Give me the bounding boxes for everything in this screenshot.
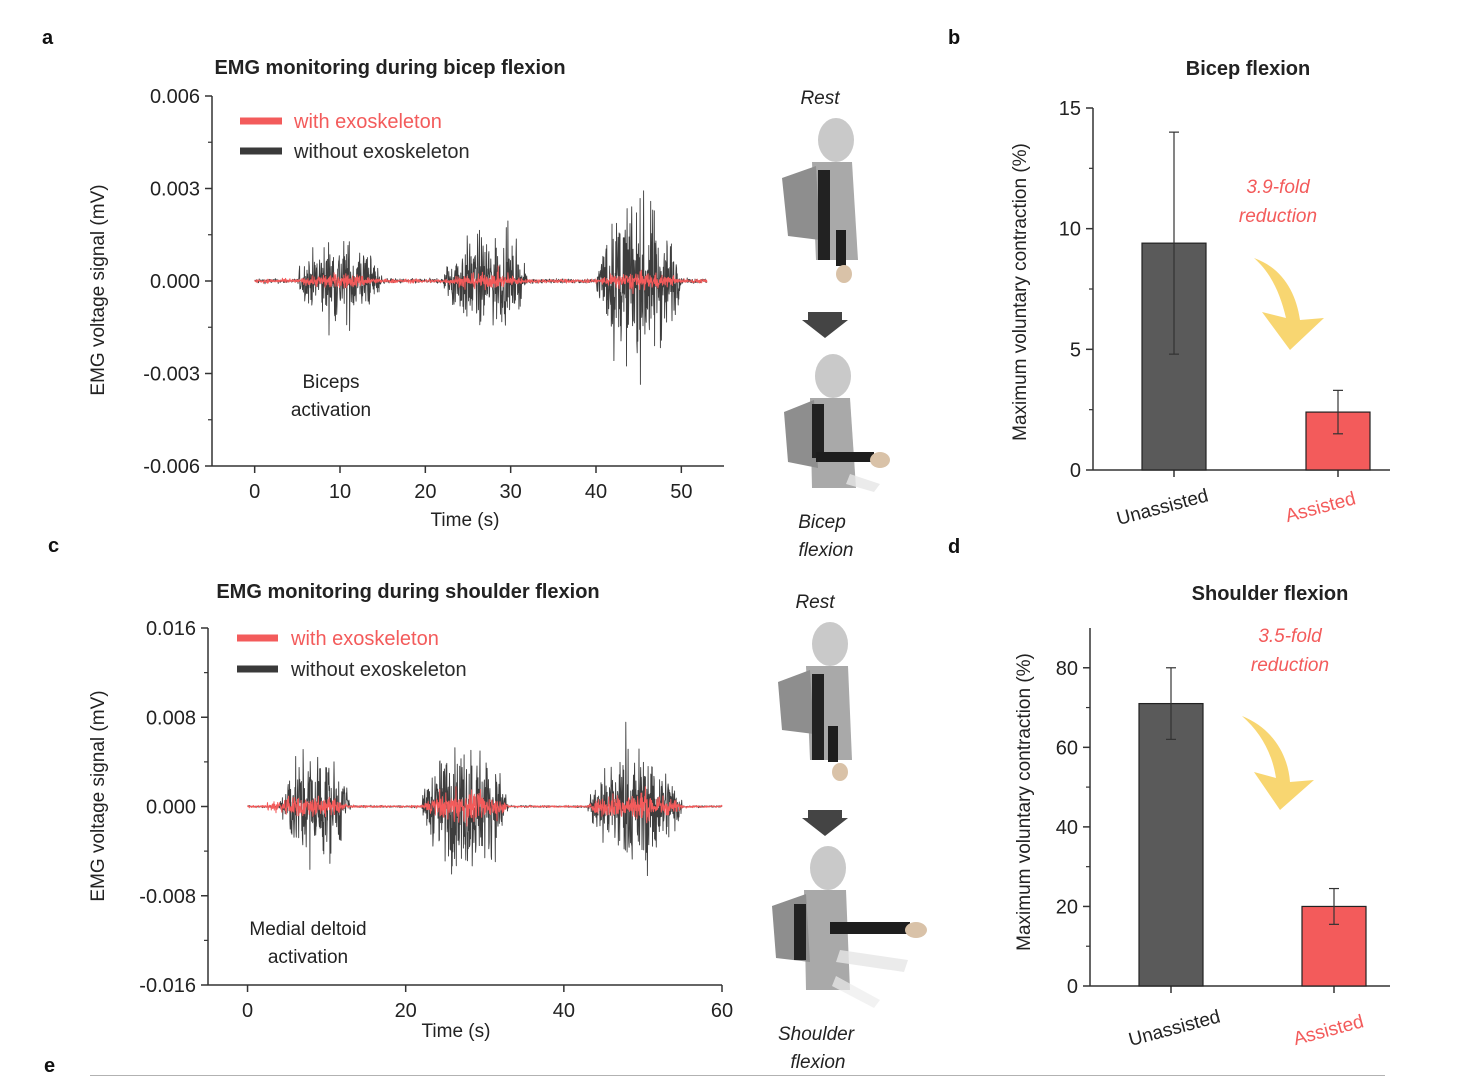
y-tick-label: 60 xyxy=(1056,737,1078,759)
panel-b-reduction-arrow-icon xyxy=(1254,258,1324,350)
x-tick-label: 0 xyxy=(242,1000,253,1022)
panel-a-title: EMG monitoring during bicep flexion xyxy=(214,57,565,79)
y-tick-label: 0.003 xyxy=(150,179,200,201)
bicep-flexion-label-line1: Bicep xyxy=(798,512,846,533)
panel-a-ylabel: EMG voltage signal (mV) xyxy=(88,184,109,395)
panel-b-annotation-line2: reduction xyxy=(1239,206,1317,227)
panel-a-axes xyxy=(205,95,724,473)
y-tick-label: 40 xyxy=(1056,817,1078,839)
series-line-with-exoskeleton xyxy=(247,786,723,827)
y-tick-label: 15 xyxy=(1059,98,1081,120)
panel-c-title: EMG monitoring during shoulder flexion xyxy=(216,581,599,603)
x-tick-label: 40 xyxy=(585,481,607,503)
shoulder-rest-label: Rest xyxy=(795,592,835,613)
x-tick-label: 50 xyxy=(670,481,692,503)
series-line-without-exoskeleton xyxy=(254,190,708,385)
panel-letter-e: e xyxy=(44,1055,55,1076)
panel-c-annotation-line1: Medial deltoid xyxy=(249,919,366,940)
y-tick-label: 80 xyxy=(1056,658,1078,680)
bicep-flexion-label-line2: flexion xyxy=(799,540,854,561)
person-bicep-flexion-icon xyxy=(784,354,890,492)
panel-a-annotation-line2: activation xyxy=(291,400,371,421)
x-tick-label: 20 xyxy=(395,1000,417,1022)
y-tick-label: -0.016 xyxy=(139,975,196,997)
person-shoulder-flexion-icon xyxy=(772,846,927,1008)
panel-d-bar-shoulder: Shoulder flexion Maximum voluntary contr… xyxy=(1014,583,1390,1051)
panel-c-tick-labels: 0.016 0.008 0.000 -0.008 -0.016 0 20 40 60 xyxy=(139,618,733,1022)
panel-c-ylabel: EMG voltage signal (mV) xyxy=(88,690,109,901)
x-tick-label: 0 xyxy=(249,481,260,503)
panel-b-xtick-assisted: Assisted xyxy=(1283,488,1358,527)
shoulder-flexion-label-line2: flexion xyxy=(791,1052,846,1073)
panel-a-tick-labels: 0.006 0.003 0.000 -0.003 -0.006 0 10 20 30 40 50 xyxy=(143,86,692,503)
illustration-shoulder: Rest Shoulder flexion xyxy=(772,592,927,1073)
person-rest-icon xyxy=(778,622,852,781)
series-line-with-exoskeleton xyxy=(254,265,708,294)
panel-d-annotation-line1: 3.5-fold xyxy=(1258,626,1323,647)
panel-c-axes xyxy=(201,627,723,992)
panel-d-annotation-line2: reduction xyxy=(1251,655,1329,676)
panel-b-bar-bicep: Bicep flexion Maximum voluntary contract… xyxy=(1010,58,1390,530)
y-tick-label: 0.008 xyxy=(146,707,196,729)
y-tick-label: 0 xyxy=(1067,976,1078,998)
y-tick-label: 0.016 xyxy=(146,618,196,640)
panel-a-legend: with exoskeleton without exoskeleton xyxy=(240,111,470,163)
panel-d-reduction-arrow-icon xyxy=(1242,716,1314,810)
person-rest-icon xyxy=(782,118,858,283)
panel-letter-b: b xyxy=(948,27,960,49)
bicep-down-arrow-icon xyxy=(802,312,848,338)
y-tick-label: 0.000 xyxy=(150,271,200,293)
panel-b-ylabel: Maximum voluntary contraction (%) xyxy=(1010,143,1031,441)
x-tick-label: 30 xyxy=(500,481,522,503)
illustration-bicep: Rest Bicep flexion xyxy=(782,88,890,561)
legend-label-without: without exoskeleton xyxy=(293,141,470,163)
y-tick-label: -0.006 xyxy=(143,456,200,478)
panel-a-xlabel: Time (s) xyxy=(431,510,500,531)
panel-c-emg-shoulder: EMG monitoring during shoulder flexion E… xyxy=(88,581,733,1042)
shoulder-down-arrow-icon xyxy=(802,810,848,836)
panel-a-emg-bicep: EMG monitoring during bicep flexion EMG … xyxy=(88,57,724,531)
panel-letter-d: d xyxy=(948,536,960,558)
y-tick-label: 0.006 xyxy=(150,86,200,108)
panel-b-axes: 0 5 10 15 xyxy=(1059,98,1390,482)
panel-b-annotation-line1: 3.9-fold xyxy=(1246,177,1311,198)
x-tick-label: 10 xyxy=(329,481,351,503)
panel-letter-a: a xyxy=(42,27,54,49)
x-tick-label: 60 xyxy=(711,1000,733,1022)
x-tick-label: 40 xyxy=(553,1000,575,1022)
panel-b-xtick-unassisted: Unassisted xyxy=(1114,485,1210,530)
y-tick-label: 10 xyxy=(1059,219,1081,241)
panel-a-series xyxy=(254,190,708,385)
panel-c-legend: with exoskeleton without exoskeleton xyxy=(237,628,467,681)
panel-d-title: Shoulder flexion xyxy=(1192,583,1349,605)
panel-c-xlabel: Time (s) xyxy=(422,1021,491,1042)
panel-d-xtick-unassisted: Unassisted xyxy=(1126,1006,1222,1051)
panel-letter-c: c xyxy=(48,535,59,557)
panel-b-title: Bicep flexion xyxy=(1186,58,1310,80)
y-tick-label: 0.000 xyxy=(146,797,196,819)
x-tick-label: 20 xyxy=(414,481,436,503)
y-tick-label: -0.008 xyxy=(139,886,196,908)
panel-d-bars xyxy=(1138,667,1367,987)
shoulder-flexion-label-line1: Shoulder xyxy=(778,1024,855,1045)
y-tick-label: -0.003 xyxy=(143,364,200,386)
y-tick-label: 5 xyxy=(1070,339,1081,361)
panel-c-annotation-line2: activation xyxy=(268,947,348,968)
legend-label-with: with exoskeleton xyxy=(293,111,442,133)
legend-label-without: without exoskeleton xyxy=(290,659,467,681)
y-tick-label: 20 xyxy=(1056,896,1078,918)
y-tick-label: 0 xyxy=(1070,460,1081,482)
panel-d-ylabel: Maximum voluntary contraction (%) xyxy=(1014,653,1035,951)
legend-label-with: with exoskeleton xyxy=(290,628,439,650)
panel-d-xtick-assisted: Assisted xyxy=(1291,1011,1366,1050)
bicep-rest-label: Rest xyxy=(800,88,840,109)
panel-a-annotation-line1: Biceps xyxy=(302,372,359,393)
bar-unassisted xyxy=(1138,702,1204,987)
panel-c-series xyxy=(247,721,723,877)
panel-b-bars xyxy=(1141,131,1371,471)
